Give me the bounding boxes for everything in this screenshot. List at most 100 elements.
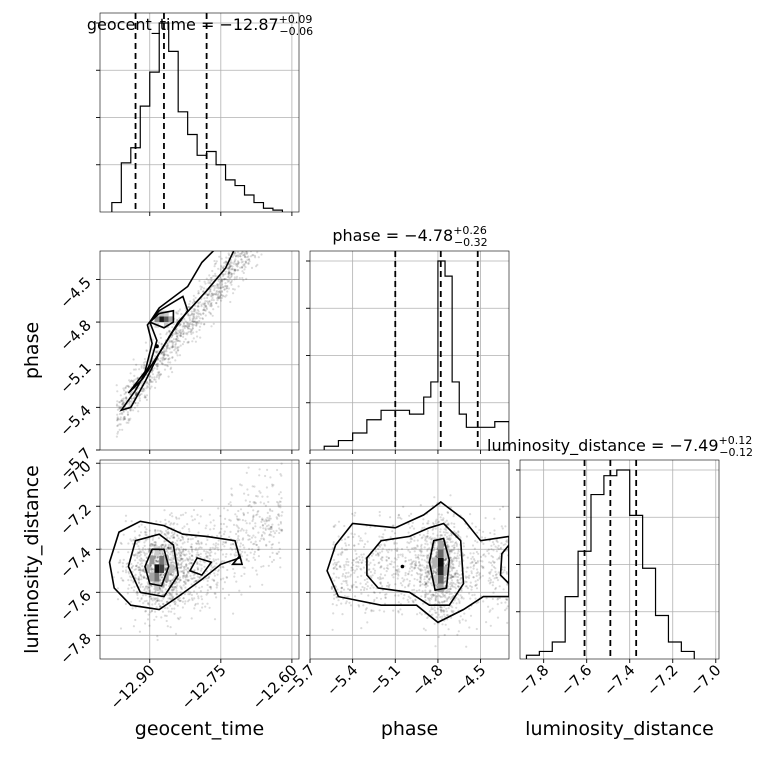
sample-point (457, 533, 460, 536)
sample-point (450, 576, 454, 579)
sample-point (200, 322, 203, 325)
sample-point (207, 292, 210, 295)
sample-point (155, 364, 158, 367)
sample-point (367, 594, 370, 597)
sample-point (143, 396, 146, 399)
sample-point (234, 252, 237, 255)
sample-point (399, 553, 402, 556)
sample-point (157, 537, 160, 540)
sample-point (117, 405, 120, 408)
sample-point (163, 606, 167, 610)
sample-point (173, 349, 176, 352)
sample-point (383, 567, 386, 570)
sample-point (188, 327, 191, 330)
sample-point (434, 645, 437, 648)
sample-point (237, 527, 240, 530)
sample-point (273, 230, 275, 232)
sample-point (146, 382, 149, 385)
sample-point (251, 224, 253, 226)
panel-phase-vs-luminosity_distance (310, 460, 509, 659)
sample-point (230, 274, 233, 277)
sample-point (245, 531, 248, 534)
sample-point (407, 573, 410, 576)
sample-point (210, 551, 213, 554)
sample-point (221, 286, 224, 289)
sample-point (224, 272, 227, 276)
sample-point (208, 554, 211, 557)
sample-point (199, 560, 202, 563)
sample-point (493, 517, 496, 520)
sample-point (225, 256, 228, 259)
sample-point (340, 586, 344, 590)
sample-point (170, 341, 173, 344)
sample-point (341, 550, 344, 553)
sample-point (163, 357, 166, 361)
sample-point (244, 260, 247, 263)
sample-point (409, 597, 412, 600)
density-cell (149, 572, 155, 582)
sample-point (229, 261, 232, 265)
sample-point (360, 553, 363, 556)
sample-point (215, 291, 218, 294)
sample-point (419, 504, 422, 507)
sample-point (238, 538, 241, 542)
sample-point (177, 349, 180, 352)
sample-point (187, 314, 190, 317)
sample-point (359, 588, 363, 592)
sample-point (332, 563, 335, 566)
sample-point (228, 271, 231, 274)
sample-point (191, 548, 194, 551)
sample-point (419, 568, 422, 571)
sample-point (354, 569, 357, 572)
sample-point (340, 547, 344, 550)
sample-point (363, 588, 366, 592)
sample-point (268, 515, 271, 518)
sample-point (478, 577, 481, 580)
sample-point (242, 511, 245, 515)
sample-point (497, 544, 500, 547)
sample-point (227, 276, 230, 279)
sample-point (115, 404, 118, 407)
sample-point (261, 524, 265, 527)
sample-point (223, 265, 226, 268)
sample-point (279, 528, 282, 532)
sample-point (215, 293, 218, 296)
sample-point (208, 300, 211, 303)
sample-point (168, 357, 171, 360)
sample-point (344, 580, 347, 583)
sample-point (198, 319, 201, 323)
sample-point (453, 575, 456, 578)
sample-point (179, 591, 182, 594)
sample-point (259, 228, 261, 230)
sample-point (398, 570, 401, 573)
sample-point (174, 601, 177, 604)
sample-point (264, 527, 267, 530)
sample-point (178, 324, 181, 327)
sample-point (176, 349, 179, 352)
sample-point (361, 539, 364, 542)
sample-point (168, 558, 171, 561)
sample-point (443, 577, 447, 580)
sample-point (171, 550, 174, 554)
sample-point (378, 535, 381, 538)
sample-point (229, 265, 232, 268)
sample-point (497, 548, 500, 551)
sample-point (358, 558, 361, 562)
sample-point (346, 575, 349, 578)
sample-point (120, 399, 123, 402)
sample-point (275, 197, 277, 199)
sample-point (216, 534, 219, 538)
sample-point (166, 354, 169, 357)
sample-point (267, 226, 269, 228)
sample-point (188, 556, 191, 559)
sample-point (490, 548, 493, 551)
sample-point (176, 334, 179, 337)
sample-point (351, 566, 354, 569)
sample-point (208, 606, 211, 609)
sample-point (176, 544, 179, 547)
sample-point (147, 547, 150, 551)
sample-point (345, 595, 349, 598)
sample-point (347, 543, 350, 547)
sample-point (271, 523, 274, 526)
sample-point (168, 582, 171, 585)
